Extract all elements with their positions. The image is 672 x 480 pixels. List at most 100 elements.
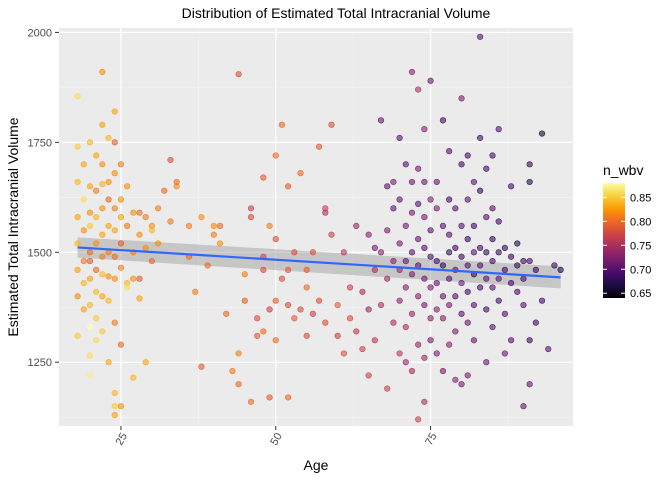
data-point [93,214,100,221]
colorbar [603,183,625,298]
data-point [309,249,317,256]
data-point [334,332,341,339]
data-point [93,266,100,273]
data-point [390,205,397,212]
data-point [427,77,434,84]
legend-tick-label: 0.80 [630,216,651,228]
data-point [105,196,112,203]
plot-panel [59,28,573,426]
data-point [74,240,81,247]
x-tick-label: 25 [114,431,131,448]
data-point [365,231,372,238]
data-point [408,310,416,317]
data-point [93,187,100,194]
data-point [365,372,372,379]
y-axis-title: Estimated Total Intracranial Volume [5,117,21,336]
data-point [254,332,261,339]
data-point [99,181,106,188]
data-point [210,222,217,230]
data-point [495,126,502,133]
data-point [408,249,416,256]
data-point [105,134,112,142]
data-point [538,130,546,137]
data-point [446,231,453,238]
data-point [458,381,465,388]
data-point [526,337,533,344]
data-point [86,301,94,309]
data-point [192,288,199,295]
data-point [433,350,440,357]
data-point [538,297,546,304]
data-point [111,411,118,419]
data-point [483,275,490,282]
data-point [353,222,360,230]
data-point [303,332,310,339]
data-point [458,310,465,317]
data-point [390,178,397,186]
data-point [130,275,137,282]
data-point [446,301,453,309]
data-point [415,416,422,423]
data-point [266,394,273,401]
data-point [452,328,459,335]
data-point [495,218,502,225]
data-point [74,332,81,339]
data-point [408,367,416,375]
data-point [464,196,471,203]
data-point [111,227,118,234]
data-point [489,235,496,243]
y-axis: 1250 1500 1750 2000 [28,27,59,369]
data-point [124,222,131,230]
data-point [501,350,508,357]
data-point [93,337,100,344]
data-point [396,134,403,142]
x-axis-title: Age [304,457,329,473]
data-point [247,398,255,405]
data-point [247,214,255,221]
data-point [427,227,434,234]
data-point [514,288,521,295]
legend-ticks: 0.65 0.70 0.75 0.80 0.85 [603,192,651,300]
data-point [117,341,125,348]
data-point [346,315,354,322]
data-point [433,178,440,186]
data-point [377,301,385,309]
data-point [136,275,143,282]
data-point [514,240,521,247]
data-point [74,266,81,273]
data-point [154,205,162,212]
data-point [526,257,533,265]
data-point [371,337,378,344]
data-point [148,257,155,265]
data-point [117,240,125,247]
data-point [470,222,478,230]
data-point [439,117,447,124]
data-point [439,262,447,269]
data-point [439,293,447,300]
data-point [99,253,106,260]
data-point [241,297,248,304]
data-point [142,359,149,366]
data-point [396,297,403,304]
data-point [501,244,508,251]
data-point [198,214,205,221]
data-point [439,367,447,375]
x-tick-label: 50 [268,431,285,448]
data-point [421,275,428,282]
data-point [124,284,131,291]
data-point [105,178,112,186]
data-point [495,275,502,282]
data-point [297,306,304,313]
data-point [309,310,317,317]
data-point [99,205,106,212]
data-point [452,244,459,251]
data-point [470,337,478,344]
data-point [452,293,459,300]
data-point [142,244,149,251]
data-point [272,337,279,344]
y-tick-label: 1500 [28,247,52,259]
data-point [408,178,416,186]
minor-gridlines [59,28,573,426]
data-point [130,209,137,216]
